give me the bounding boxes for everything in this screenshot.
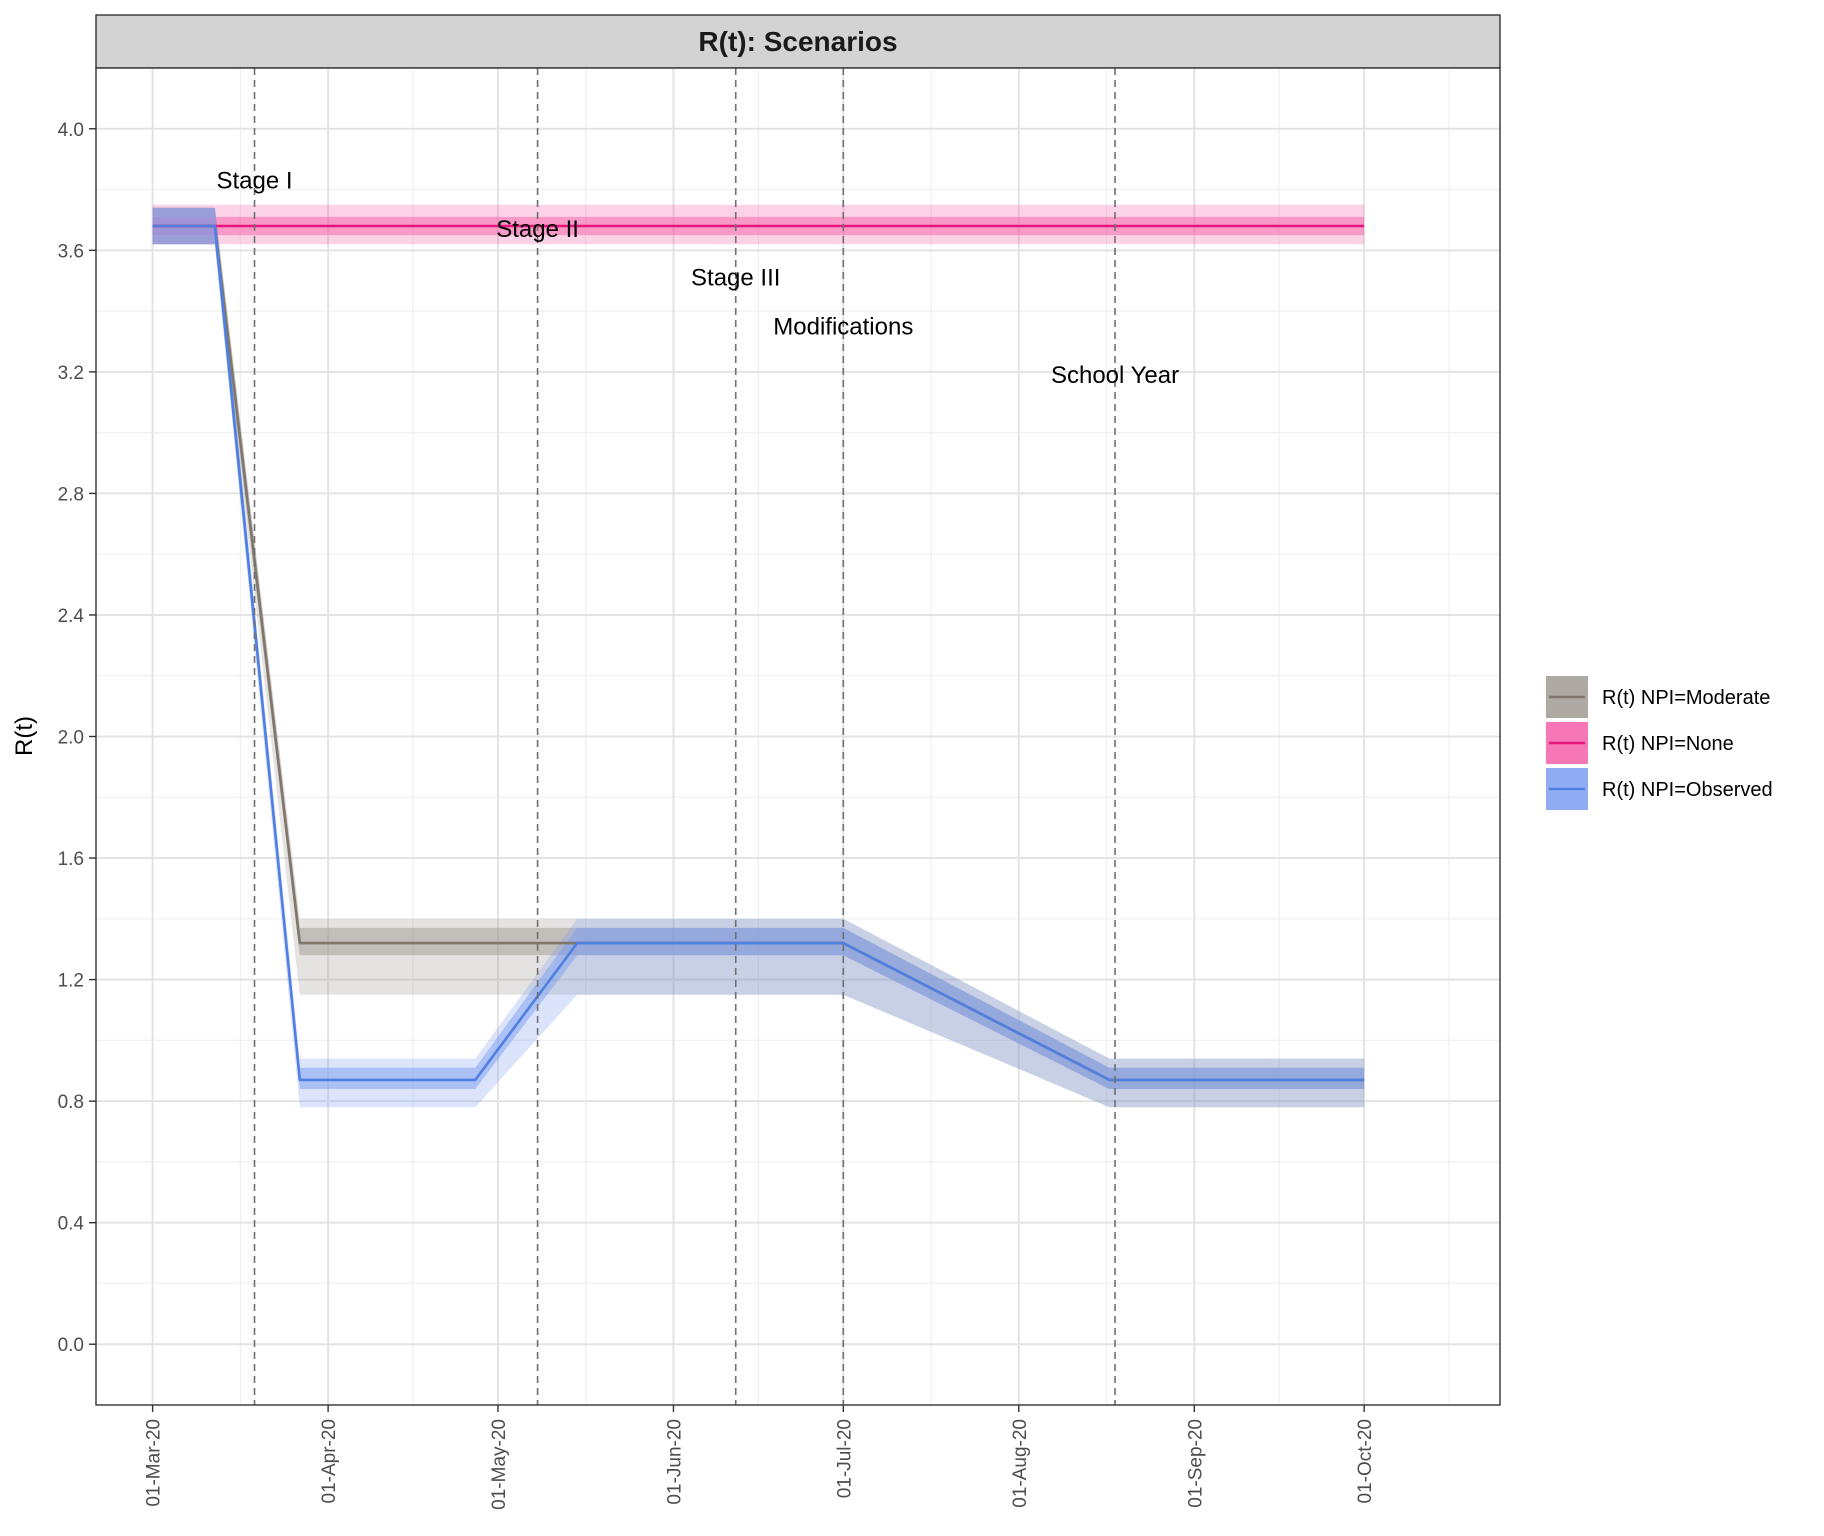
legend-item-r-t-npi-none: R(t) NPI=None	[1546, 722, 1734, 764]
y-axis: 0.0 0.4 0.8 1.2 1.6 2.0 2.4 2.8 3.2 3.6 4.0	[58, 120, 96, 1356]
legend-label: R(t) NPI=None	[1602, 733, 1734, 755]
legend: R(t) NPI=Moderate R(t) NPI=None R(t) NPI=O…	[1546, 676, 1773, 810]
y-tick-label: 0.4	[58, 1214, 85, 1235]
x-tick-label: 01-Apr-20	[319, 1419, 340, 1504]
outer-band-r-t-npi-moderate	[152, 207, 1365, 1108]
y-tick-label: 1.2	[58, 971, 84, 992]
event-label-stage-ii: Stage II	[496, 216, 579, 243]
legend-label: R(t) NPI=Moderate	[1602, 687, 1770, 709]
event-lines	[253, 68, 1116, 1405]
event-label-modifications: Modifications	[773, 313, 913, 340]
x-tick-label: 01-Jun-20	[665, 1419, 686, 1505]
grid-lines	[96, 68, 1500, 1405]
series-line-r-t-npi-observed	[152, 224, 1365, 1082]
x-tick-label: 01-Aug-20	[1010, 1419, 1031, 1508]
y-tick-label: 3.6	[58, 241, 84, 262]
y-tick-label: 2.8	[58, 484, 84, 505]
y-tick-label: 0.8	[58, 1092, 84, 1113]
y-tick-label: 0.0	[58, 1335, 84, 1356]
legend-item-r-t-npi-moderate: R(t) NPI=Moderate	[1546, 676, 1770, 718]
x-tick-label: 01-May-20	[489, 1419, 510, 1510]
series-lines	[152, 224, 1365, 1082]
legend-item-r-t-npi-observed: R(t) NPI=Observed	[1546, 768, 1773, 810]
y-tick-label: 2.0	[58, 728, 84, 749]
y-tick-label: 2.4	[58, 606, 85, 627]
chart-title: R(t): Scenarios	[698, 26, 897, 57]
event-label-school-year: School Year	[1051, 362, 1179, 389]
x-tick-label: 01-Mar-20	[144, 1419, 165, 1507]
y-tick-label: 3.2	[58, 363, 84, 384]
x-axis: 01-Mar-20 01-Apr-20 01-May-20 01-Jun-20 01-J…	[144, 1405, 1376, 1510]
title-strip	[95, 14, 1501, 69]
event-label-stage-i: Stage I	[216, 167, 292, 194]
event-labels: Stage I Stage II Stage III Modifications Sch…	[216, 167, 1179, 388]
legend-label: R(t) NPI=Observed	[1602, 779, 1773, 801]
x-tick-label: 01-Oct-20	[1355, 1419, 1376, 1503]
y-tick-label: 4.0	[58, 120, 84, 141]
x-tick-label: 01-Sep-20	[1185, 1419, 1206, 1508]
outer-band-r-t-npi-observed	[152, 207, 1365, 1108]
y-tick-label: 1.6	[58, 849, 84, 870]
y-axis-label: R(t)	[11, 716, 38, 756]
event-label-stage-iii: Stage III	[691, 265, 780, 292]
x-tick-label: 01-Jul-20	[834, 1419, 855, 1498]
